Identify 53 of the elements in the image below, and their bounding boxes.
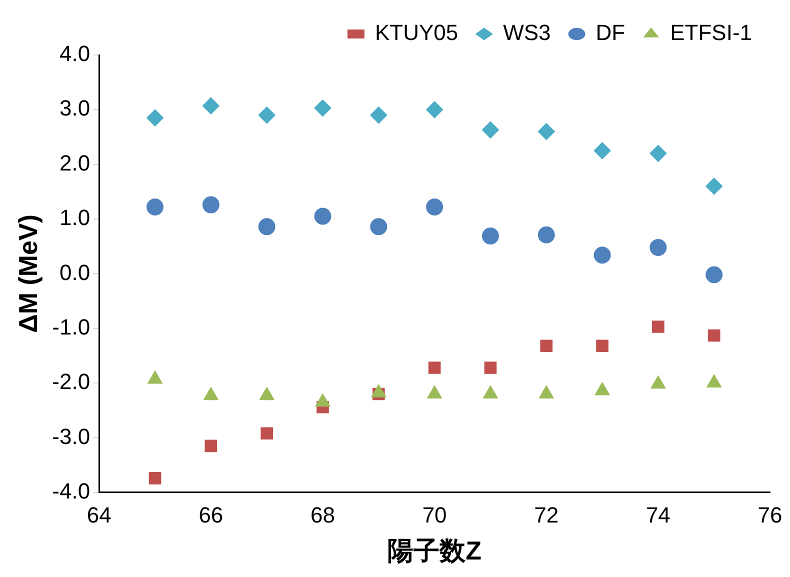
x-axis-title: 陽子数Z [388,536,482,566]
point [202,97,220,114]
y-tick-label: -4.0 [52,478,90,504]
point [706,266,723,284]
point [204,440,218,452]
point [370,218,388,236]
point [484,362,497,374]
point [706,178,723,195]
legend-label: DF [596,20,626,46]
point [482,121,499,138]
point [258,218,276,236]
x-tick-label: 66 [198,502,224,528]
y-tick-label: 4.0 [60,41,90,66]
x-tick-label: 70 [422,502,447,528]
legend-label: ETFSI-1 [670,20,752,46]
point [650,238,667,256]
point [260,427,273,440]
point [650,144,667,162]
y-tick-label: -3.0 [52,424,90,449]
y-tick-label: 0.0 [60,260,90,285]
y-tick-label: 2.0 [60,150,90,176]
y-tick-label: -1.0 [52,314,90,340]
point [428,362,441,374]
point [594,142,611,160]
point [314,100,332,117]
point [148,472,162,484]
point [426,198,444,216]
y-tick-label: -2.0 [52,369,90,394]
x-tick-label: 64 [86,502,112,528]
point [538,123,555,140]
point [258,106,276,124]
legend-label: WS3 [503,20,551,46]
point [482,227,499,244]
point [370,106,388,124]
point [146,198,164,216]
point [540,340,553,352]
x-tick-label: 68 [310,502,335,528]
x-tick-label: 74 [646,502,670,528]
point [596,340,608,352]
point [708,329,720,342]
legend-label: KTUY05 [374,20,458,46]
x-tick-label: 72 [534,502,559,528]
y-axis-title: ΔM (MeV) [12,214,43,333]
point [538,226,555,244]
point [146,109,164,126]
y-tick-label: 3.0 [60,96,90,121]
point [202,196,220,214]
y-tick-label: 1.0 [60,205,90,230]
point [426,101,444,118]
point [594,246,611,264]
point [652,320,664,333]
x-tick-label: 76 [758,502,782,528]
point [314,208,332,225]
